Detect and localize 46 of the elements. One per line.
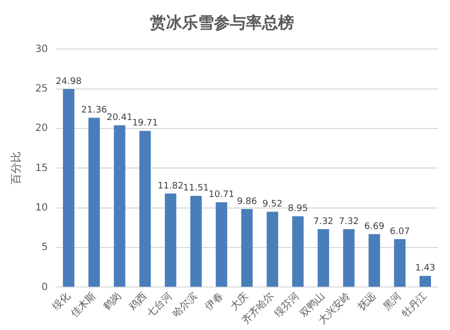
bar	[343, 229, 355, 287]
data-label: 7.32	[338, 216, 359, 227]
y-tick-label: 25	[35, 83, 48, 94]
y-tick-label: 20	[35, 123, 48, 134]
bar	[88, 118, 100, 287]
data-label: 1.43	[415, 264, 436, 274]
y-tick-label: 15	[35, 162, 48, 174]
data-label: 21.36	[81, 106, 108, 116]
data-label: 20.41	[106, 113, 132, 124]
bar	[420, 276, 431, 287]
bar	[241, 209, 253, 287]
bar	[318, 229, 330, 287]
bar	[266, 212, 278, 287]
data-label: 9.86	[236, 196, 258, 207]
bar	[62, 89, 74, 287]
data-label: 19.71	[132, 118, 158, 129]
bar	[394, 239, 406, 287]
y-tick-label: 30	[35, 44, 48, 55]
data-label: 6.07	[390, 226, 410, 237]
bar	[114, 125, 126, 287]
data-label: 11.82	[158, 181, 184, 192]
x-tick-label: 绥化	[50, 290, 73, 313]
x-tick-label: 鹤岗	[100, 290, 124, 313]
data-label: 7.32	[313, 216, 334, 227]
x-tick-label: 抚远	[354, 290, 378, 314]
y-tick-label: 0	[42, 282, 48, 293]
bar	[139, 130, 151, 287]
y-axis-title: 百分比	[9, 152, 22, 185]
x-tick-label: 哈尔滨	[170, 290, 200, 320]
x-tick-label: 伊春	[204, 290, 226, 313]
x-tick-label: 牡丹江	[400, 290, 430, 320]
bar	[368, 234, 380, 287]
y-tick-label: 5	[42, 242, 48, 254]
data-label: 6.69	[364, 222, 385, 232]
data-label: 8.95	[288, 204, 308, 214]
x-tick-label: 鸡西	[126, 290, 150, 314]
data-label: 9.52	[262, 200, 282, 210]
bar	[292, 216, 304, 287]
bar	[216, 202, 228, 287]
bar	[190, 196, 202, 287]
bar	[164, 193, 176, 287]
data-label: 10.71	[208, 190, 234, 200]
chart-title: 赏冰乐雪参与率总榜	[150, 12, 294, 32]
y-tick-label: 10	[35, 202, 48, 214]
data-label: 24.98	[56, 76, 82, 87]
data-label: 11.51	[183, 184, 209, 194]
